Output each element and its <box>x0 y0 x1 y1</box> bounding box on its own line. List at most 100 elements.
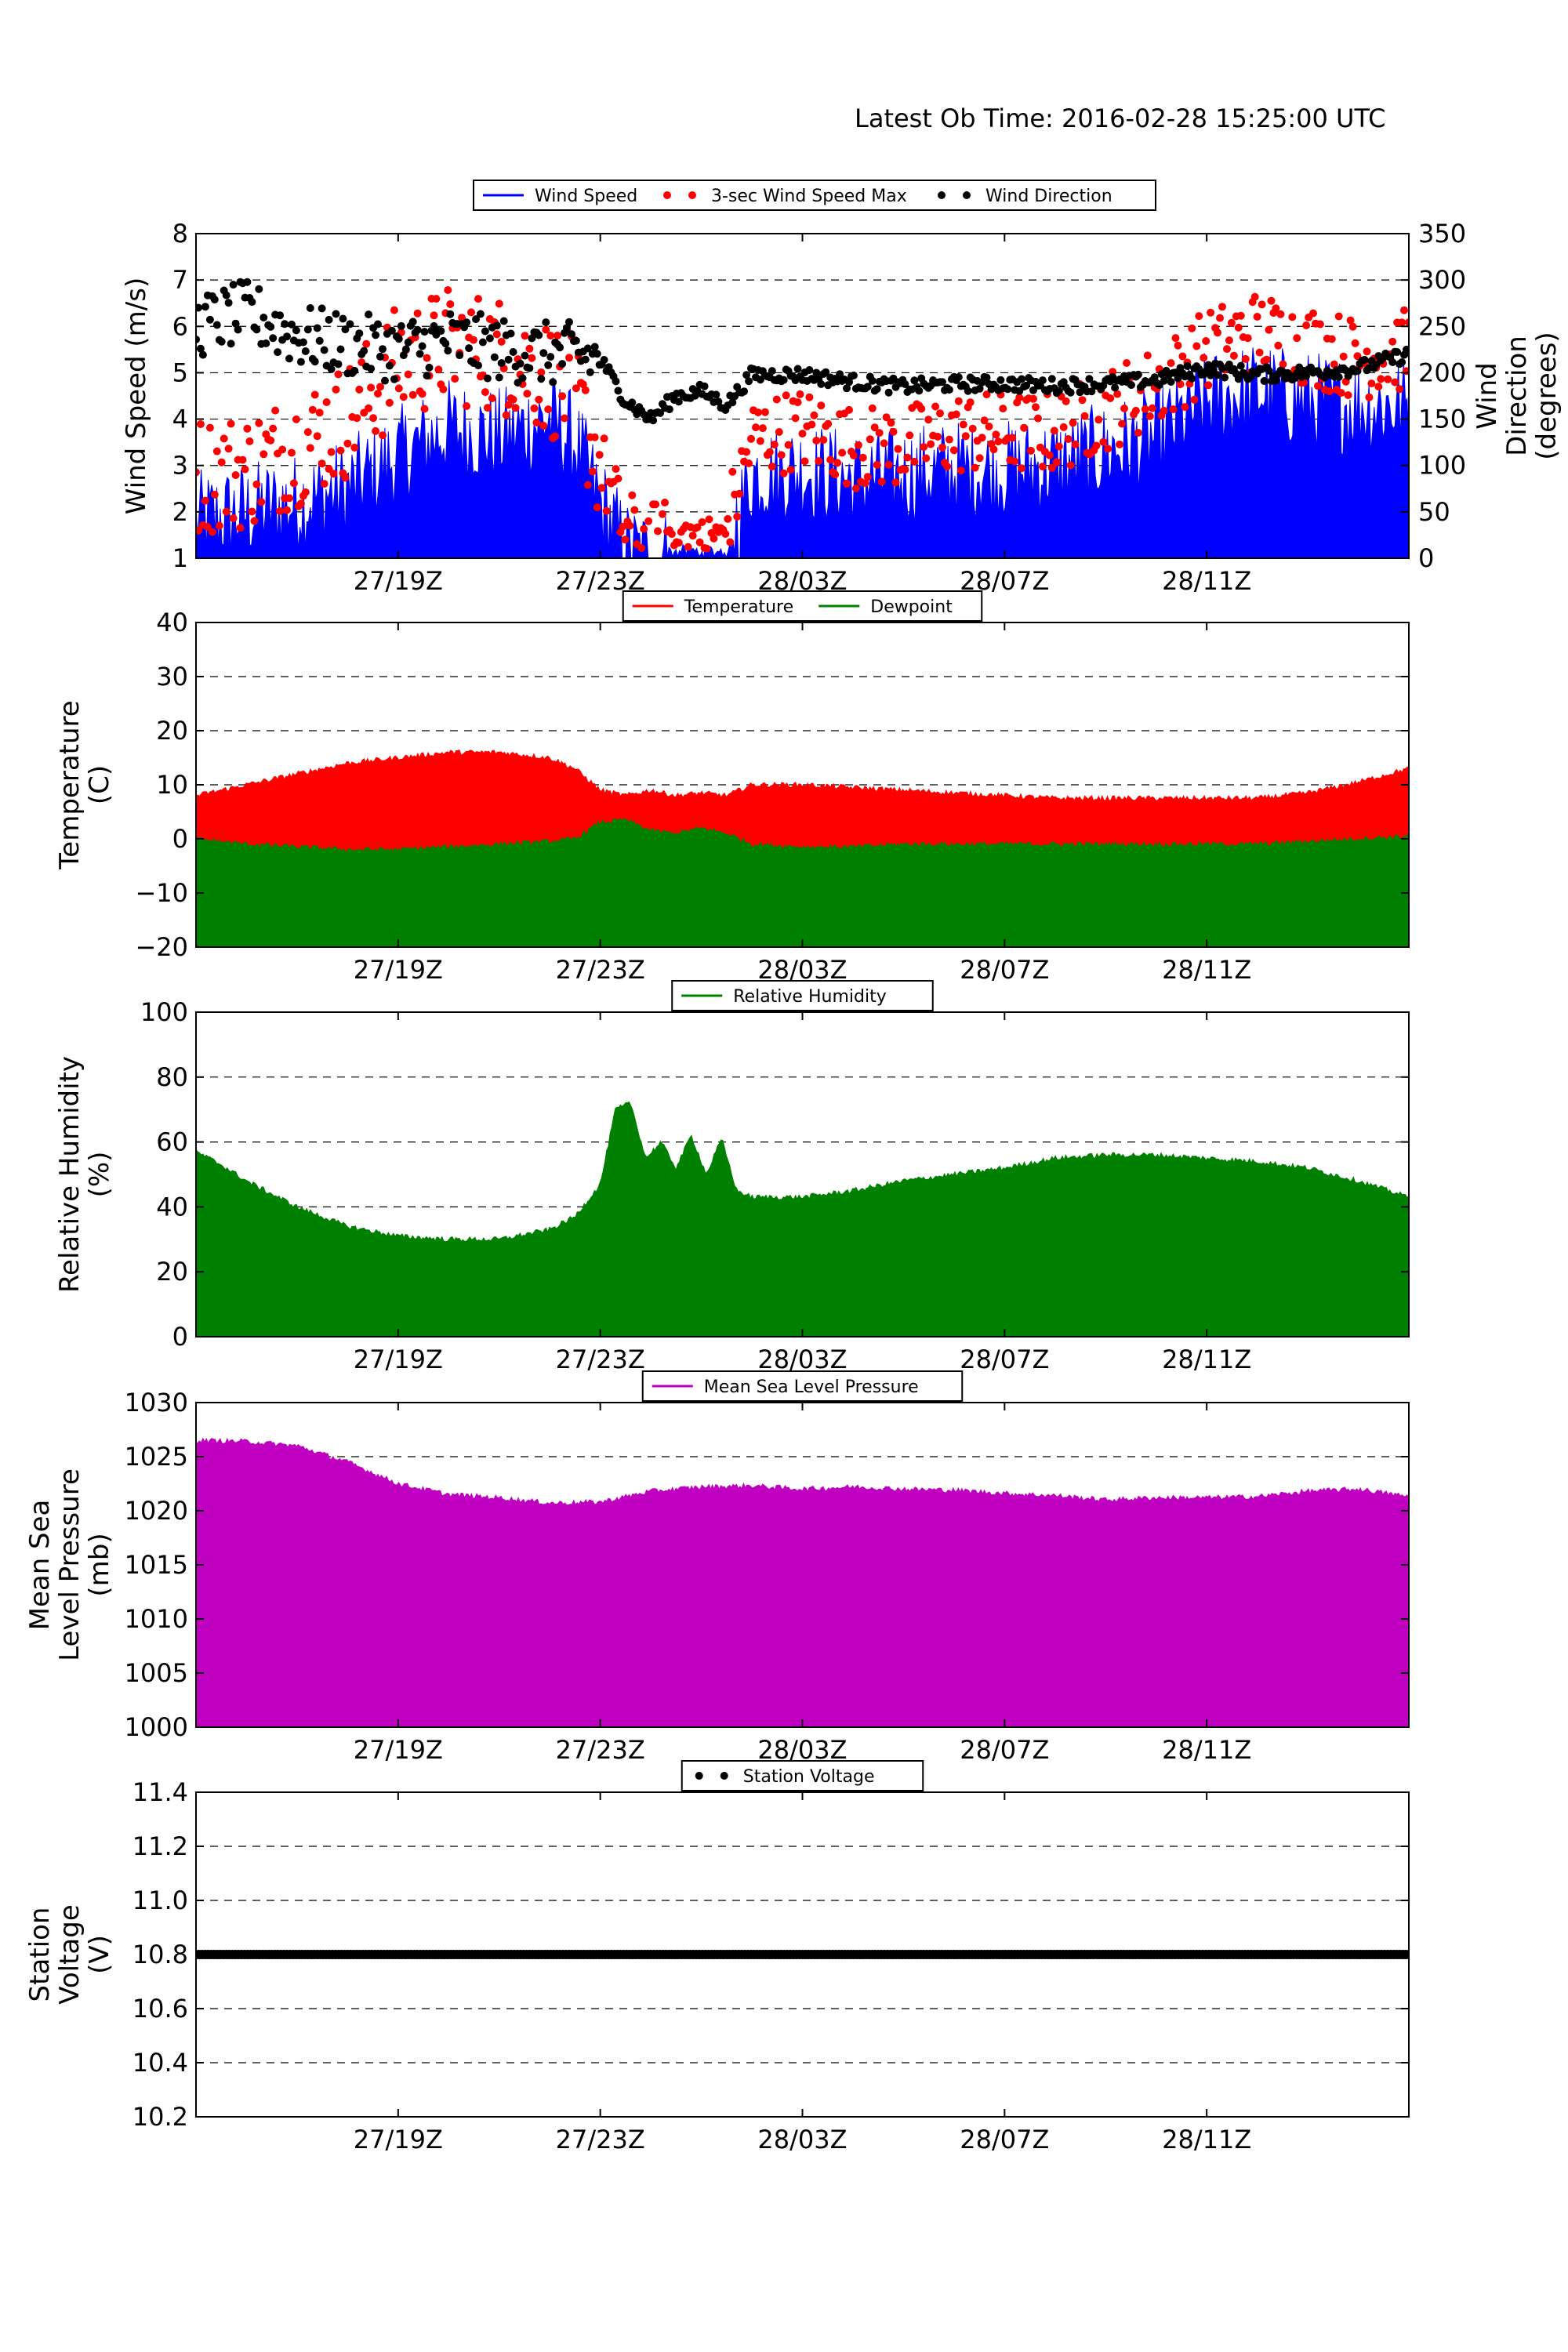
data-point <box>350 443 359 452</box>
data-point <box>665 405 673 414</box>
data-point <box>420 328 429 336</box>
legend: Mean Sea Level Pressure <box>641 1370 964 1402</box>
data-point <box>463 402 471 410</box>
data-point <box>196 303 202 312</box>
data-point <box>231 319 240 328</box>
data-point <box>875 429 884 437</box>
x-tick-label: 28/07Z <box>960 1345 1049 1374</box>
data-point <box>1188 374 1196 383</box>
data-point <box>667 530 676 539</box>
data-point <box>1066 388 1075 397</box>
data-point <box>989 445 998 454</box>
plot-area <box>196 622 1409 947</box>
data-point <box>1234 375 1243 383</box>
data-point <box>1192 342 1201 350</box>
data-point <box>956 466 965 475</box>
data-point <box>465 344 474 353</box>
chart-panel-5: 10.2 10.4 10.6 10.8 11.0 11.2 11.4 27/19Z 27/23Z… <box>24 1760 1410 2154</box>
data-point <box>404 338 412 347</box>
data-point <box>542 318 550 327</box>
data-point <box>1200 354 1208 362</box>
data-point <box>705 515 713 524</box>
data-point <box>768 367 776 376</box>
data-point <box>863 383 872 391</box>
x-tick-label: 28/03Z <box>757 955 847 985</box>
y-axis-label: (C) <box>84 765 115 804</box>
y-tick-label: 100 <box>140 997 188 1027</box>
data-point <box>320 346 328 354</box>
data-point <box>355 385 364 394</box>
data-point <box>1120 405 1128 412</box>
data-point <box>408 318 417 326</box>
data-point <box>1171 334 1180 343</box>
data-point <box>255 419 263 427</box>
data-point <box>227 339 235 348</box>
data-point <box>511 404 520 412</box>
data-point <box>1045 451 1054 459</box>
data-point <box>1143 351 1152 360</box>
data-point <box>532 419 541 426</box>
legend: Temperature Dewpoint <box>622 590 983 622</box>
y2-tick-label: 50 <box>1418 497 1450 527</box>
legend-label: Station Voltage <box>743 1767 875 1787</box>
data-point <box>770 441 779 448</box>
data-point <box>215 521 223 530</box>
data-point <box>1134 370 1142 379</box>
y2-tick-label: 150 <box>1418 405 1466 434</box>
y-axis-label: (mb) <box>84 1533 115 1596</box>
data-point <box>1229 351 1238 360</box>
data-point <box>1265 366 1273 375</box>
data-point <box>971 463 979 472</box>
data-point <box>332 310 340 318</box>
data-point <box>381 376 389 385</box>
data-point <box>1092 441 1101 450</box>
data-point <box>1145 412 1154 420</box>
data-point <box>212 321 221 329</box>
data-point <box>1405 349 1409 358</box>
data-point <box>301 347 310 355</box>
data-point <box>220 434 228 443</box>
data-point <box>1059 423 1068 431</box>
data-point <box>1111 383 1120 392</box>
data-point <box>628 491 637 499</box>
y-tick-label: 0 <box>172 1322 188 1352</box>
data-point <box>245 437 254 445</box>
data-point <box>394 335 403 343</box>
data-point <box>845 378 853 387</box>
data-point <box>1204 381 1213 390</box>
data-point <box>1327 335 1336 343</box>
y-axis-label: (%) <box>84 1152 115 1198</box>
data-point <box>1388 358 1397 366</box>
data-point <box>1223 345 1231 354</box>
data-point <box>1348 322 1357 331</box>
data-point <box>954 397 963 405</box>
data-point <box>747 434 755 443</box>
data-point <box>525 364 534 372</box>
data-point <box>1325 387 1334 396</box>
data-point <box>602 506 611 515</box>
data-point <box>217 458 226 466</box>
data-point <box>884 388 893 397</box>
x-tick-label: 28/11Z <box>1162 566 1251 596</box>
data-point <box>1018 375 1026 383</box>
data-point <box>901 466 909 474</box>
data-point <box>1127 381 1135 390</box>
data-point <box>945 435 953 444</box>
data-point <box>542 325 550 334</box>
data-point <box>1160 376 1168 385</box>
data-point <box>1054 387 1063 395</box>
y-tick-label: 1000 <box>125 1712 188 1742</box>
data-point <box>495 299 503 308</box>
data-point <box>481 327 489 336</box>
data-point <box>196 526 202 535</box>
data-point <box>843 384 851 393</box>
data-point <box>267 322 275 331</box>
data-point <box>1258 300 1266 309</box>
data-point <box>915 387 924 395</box>
data-point <box>1236 361 1245 370</box>
data-point <box>355 329 364 338</box>
legend-marker <box>688 191 696 199</box>
data-point <box>600 434 608 443</box>
data-point <box>791 414 800 423</box>
